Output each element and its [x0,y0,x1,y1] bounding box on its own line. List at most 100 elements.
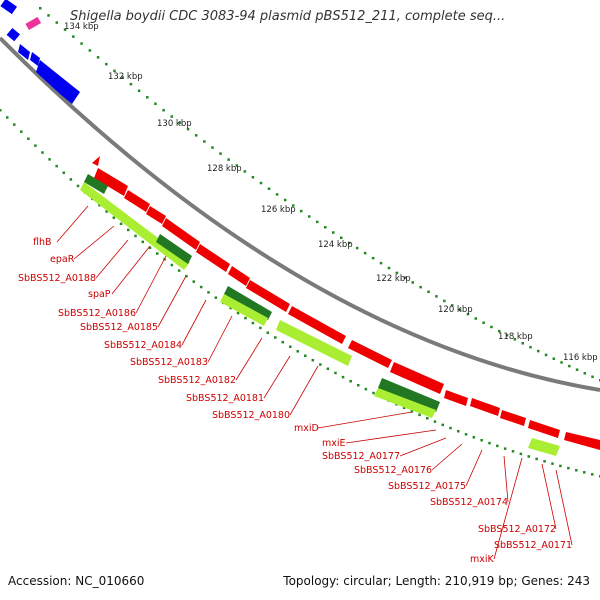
forward-cds [6,27,21,42]
inner-tick [304,354,307,358]
gene-label: SbBS512_A0177 [322,451,400,462]
inner-tick [134,234,137,238]
inner-tick [229,306,232,310]
inner-tick [112,216,116,219]
inner-tick [251,321,255,325]
outer-tick [47,14,50,17]
gene-label: SbBS512_A0172 [478,524,556,535]
inner-tick [127,228,130,232]
reverse-cds [444,390,468,406]
reverse-cds [390,362,444,394]
label-leader-line [157,275,187,328]
outer-tick [96,56,100,59]
outer-tick [339,236,343,240]
outer-tick [283,198,287,202]
outer-tick [583,372,587,375]
inner-tick [519,452,523,456]
label-leader-line [399,437,447,457]
outer-tick [427,290,430,294]
inner-tick [105,210,108,213]
plasmid-backbone [0,36,600,392]
inner-tick [177,269,181,272]
scale-label: 128 kbp [207,164,242,174]
outer-tick [203,140,206,143]
outer-tick [379,261,383,265]
inner-tick [567,466,570,470]
scale-labels: 134 kbp 132 kbp 130 kbp 128 kbp 126 kbp 124 k… [64,22,598,363]
outer-tick [291,204,295,207]
rna-feature [25,16,42,30]
outer-tick [474,317,478,320]
inner-tick [48,158,51,161]
scale-label: 134 kbp [64,22,99,32]
gene-label: SbBS512_A0176 [354,465,432,476]
reverse-cds [94,168,128,196]
scale-label: 132 kbp [108,72,143,82]
inner-tick [433,420,437,423]
label-leader-line [317,411,413,429]
inner-tick [535,457,538,461]
cog-bar-light [528,438,560,456]
inner-tick [364,387,368,391]
outer-tick [146,96,149,99]
cog-bar-dark [84,174,108,194]
outer-tick [435,295,438,298]
inner-tick [591,473,594,476]
outer-tick [113,69,116,73]
label-leader-lines [56,205,573,560]
outer-tick [371,256,375,260]
gene-label: SbBS512_A0171 [494,540,572,551]
inner-tick [511,450,515,453]
scale-label: 122 kbp [376,274,411,284]
accession-label: Accession: NC_010660 [8,574,145,588]
label-leader-line [207,315,233,363]
outer-tick [403,276,407,279]
reverse-cds [470,398,500,416]
inner-tick [236,311,240,315]
inner-tick [527,455,531,458]
outer-tick [299,209,303,213]
gene-label: SbBS512_A0184 [104,340,182,351]
scale-label: 124 kbp [318,240,353,250]
inner-tick [141,240,144,244]
outer-tick [450,304,454,307]
outer-tick [259,181,263,185]
forward-strand-features [0,0,80,104]
cog-bar-light [80,182,190,270]
label-leader-line [289,365,319,416]
inner-tick [98,203,101,207]
inner-tick [296,350,300,353]
outer-tick [575,368,579,371]
gene-label: SbBS512_A0182 [158,375,236,386]
outer-tick [591,375,594,379]
outer-tick [521,342,524,345]
inner-tick [148,246,152,250]
inner-tick [55,164,58,168]
label-leader-line [493,457,523,560]
forward-cds [18,44,30,60]
outer-tick [154,102,157,106]
outer-tick [355,246,359,250]
inner-tick [281,340,285,344]
cog-bar-dark [378,378,440,412]
outer-tick [275,193,279,196]
label-leader-line [345,429,437,444]
inner-tick [156,252,159,255]
reverse-cds [228,266,250,286]
cog-bar-dark [156,234,192,264]
inner-tick [199,285,203,289]
tick-rings [0,7,600,478]
inner-tick [551,462,554,465]
inner-tick [266,331,270,334]
gene-label: mxiK [470,554,495,565]
gene-label: SbBS512_A0183 [130,357,208,368]
cog-bar-light [374,388,436,418]
outer-tick [55,21,59,24]
reverse-cds [288,306,346,344]
outer-tick [466,312,470,316]
outer-tick [315,220,319,224]
label-leader-line [541,463,557,530]
cog-features [80,174,560,456]
outer-tick [194,134,198,137]
